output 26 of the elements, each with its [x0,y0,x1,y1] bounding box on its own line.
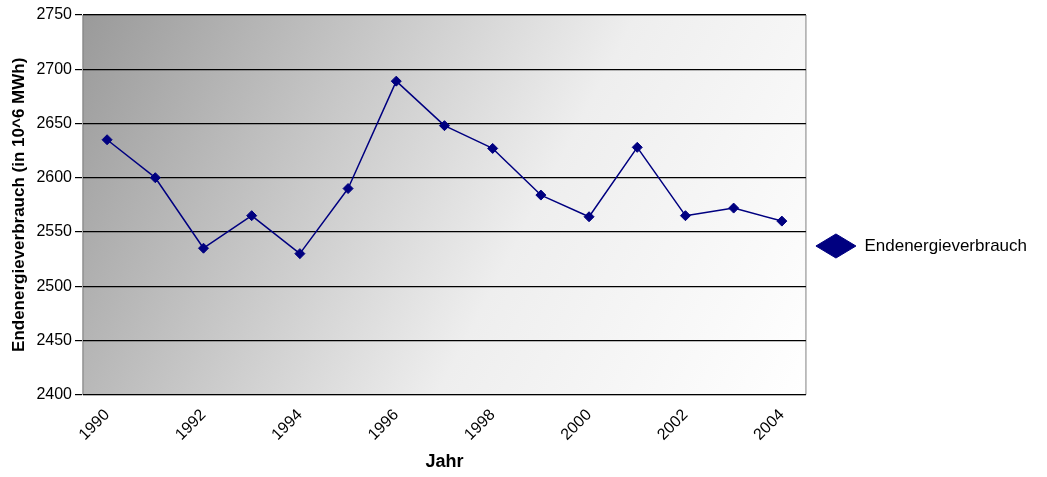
x-axis-title: Jahr [425,451,464,472]
point [535,189,547,201]
legend-label: Endenergieverbrauch [864,235,1028,255]
point [438,120,450,132]
point [101,134,113,146]
point [487,142,499,154]
y-tick-label: 2550 [36,222,73,240]
y-tick-label: 2400 [36,385,73,403]
point [390,75,402,87]
point [197,242,209,254]
y-tick-label: 2450 [36,330,73,348]
y-axis-title: Endenergieverbrauch (in 10^6 MWh) [8,57,28,352]
point [149,172,161,184]
point [776,215,788,227]
point [631,141,643,153]
point [246,210,258,222]
point [679,210,691,222]
y-tick-label: 2750 [36,5,73,23]
y-tick-label: 2700 [36,59,73,77]
point [583,211,595,223]
y-tick-label: 2600 [36,168,73,186]
point [728,202,740,214]
y-tick-label: 2500 [36,276,73,294]
point [342,183,354,195]
y-tick-label: 2650 [36,113,73,131]
point [294,248,306,260]
